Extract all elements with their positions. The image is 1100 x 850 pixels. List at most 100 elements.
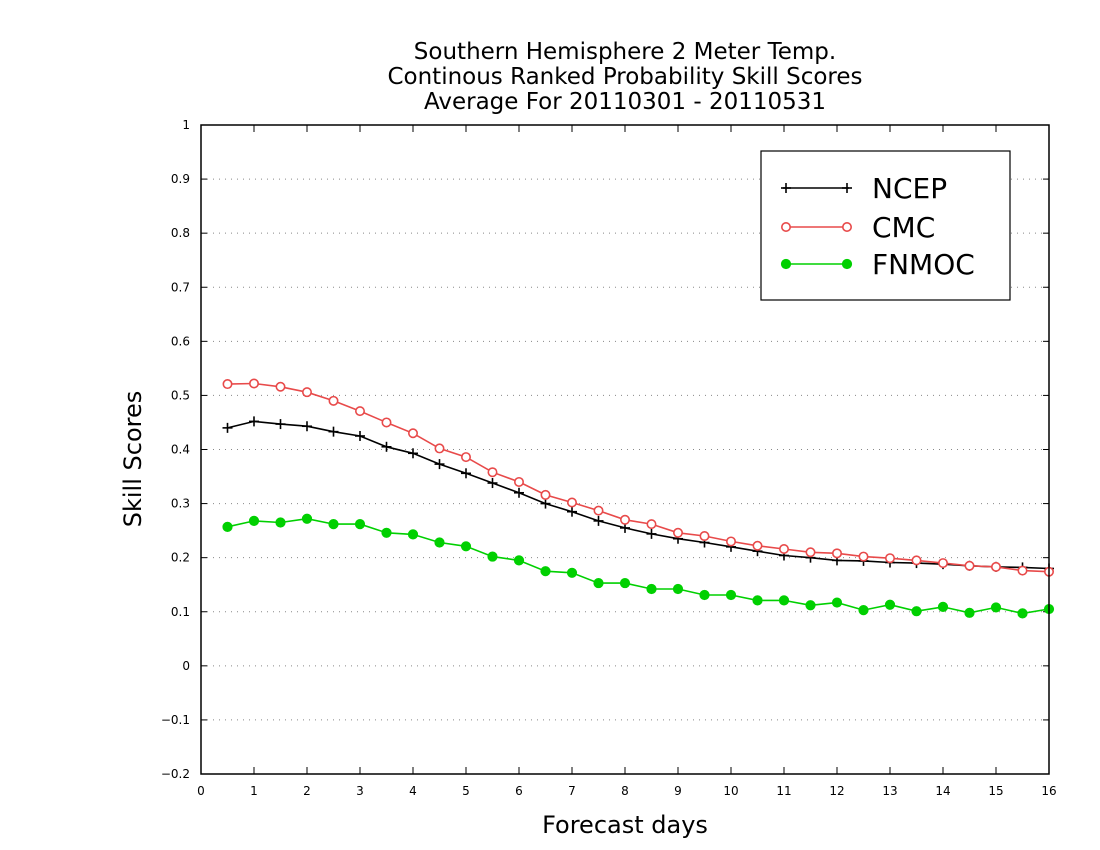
data-point-fnmoc: [566, 567, 578, 578]
data-point-fnmoc: [593, 577, 604, 589]
data-point-ncep: [408, 448, 418, 459]
x-tick-label: 11: [776, 784, 791, 798]
data-point-ncep: [249, 416, 259, 427]
data-point-fnmoc: [619, 577, 631, 589]
data-point-fnmoc: [407, 529, 419, 540]
legend-box: [760, 150, 1011, 301]
y-axis-label: Skill Scores: [119, 391, 147, 528]
legend-marker-right: [841, 222, 852, 233]
data-point-fnmoc: [752, 595, 763, 606]
data-point-fnmoc: [699, 589, 710, 601]
legend: NCEP CMC FNMOC: [760, 150, 1011, 301]
series-line-ncep: [227, 420, 1050, 570]
legend-marker-right: [842, 183, 852, 193]
y-axis-ticks: −0.2 −0.1 0 0.1 0.2 0.3 0.4 0.5 0.6 0.7 0.8 0.9 1: [161, 118, 1049, 781]
data-point-cmc: [911, 555, 922, 566]
x-tick-label: 3: [356, 784, 364, 798]
data-point-ncep: [328, 426, 339, 437]
data-point-fnmoc: [990, 602, 1002, 613]
y-tick-label: 1: [182, 118, 190, 132]
data-point-cmc: [328, 395, 339, 406]
chart-title-line-1: Southern Hemisphere 2 Meter Temp.: [414, 39, 836, 65]
data-point-cmc: [1017, 565, 1028, 576]
data-point-fnmoc: [275, 517, 286, 528]
data-point-cmc: [884, 553, 895, 564]
data-point-fnmoc: [937, 601, 949, 612]
legend-items: NCEP CMC FNMOC: [780, 172, 975, 281]
legend-marker-left: [780, 222, 791, 233]
x-tick-label: 13: [882, 784, 897, 798]
data-point-cmc: [301, 387, 312, 398]
data-point-ncep: [381, 441, 392, 452]
y-tick-label: −0.1: [161, 713, 190, 727]
series-line-fnmoc: [227, 517, 1050, 615]
data-point-ncep: [222, 422, 233, 433]
data-point-cmc: [249, 378, 260, 389]
y-tick-label: 0: [182, 659, 190, 673]
data-point-fnmoc: [858, 605, 869, 616]
data-point-cmc: [381, 417, 392, 428]
data-point-cmc: [858, 551, 869, 562]
data-point-fnmoc: [354, 519, 366, 530]
data-point-fnmoc: [460, 541, 472, 552]
y-tick-label: 0.1: [171, 605, 190, 619]
data-point-cmc: [725, 536, 736, 547]
data-point-fnmoc: [301, 513, 313, 524]
legend-label-cmc: CMC: [872, 211, 935, 244]
data-point-cmc: [354, 406, 365, 417]
data-point-fnmoc: [1017, 608, 1028, 619]
y-tick-label: 0.7: [171, 280, 190, 294]
legend-item-cmc: CMC: [780, 211, 935, 244]
data-point-ncep: [514, 487, 524, 498]
x-tick-label: 4: [409, 784, 417, 798]
data-point-cmc: [434, 443, 445, 454]
data-point-cmc: [593, 505, 604, 516]
data-point-fnmoc: [964, 607, 975, 618]
data-point-cmc: [513, 476, 524, 487]
y-tick-label: 0.6: [171, 334, 190, 348]
y-tick-label: 0.9: [171, 172, 190, 186]
x-tick-label: 0: [197, 784, 205, 798]
series-line-cmc: [227, 382, 1050, 573]
data-point-cmc: [990, 561, 1001, 572]
x-tick-label: 15: [988, 784, 1003, 798]
legend-marker-left: [781, 183, 791, 193]
x-tick-label: 6: [515, 784, 523, 798]
legend-marker-right: [841, 258, 853, 270]
data-point-fnmoc: [831, 597, 843, 608]
data-point-ncep: [540, 498, 551, 509]
y-tick-label: 0.3: [171, 497, 190, 511]
data-point-cmc: [566, 497, 577, 508]
data-point-cmc: [752, 540, 763, 551]
data-point-ncep: [593, 515, 604, 526]
x-tick-label: 10: [723, 784, 738, 798]
data-point-ncep: [646, 528, 657, 539]
data-point-ncep: [355, 430, 365, 441]
data-point-fnmoc: [884, 599, 896, 610]
x-axis-label: Forecast days: [542, 811, 708, 839]
data-point-cmc: [275, 381, 286, 392]
y-tick-label: −0.2: [161, 767, 190, 781]
chart-title-line-2: Continous Ranked Probability Skill Score…: [387, 64, 862, 90]
data-point-fnmoc: [778, 595, 790, 606]
y-tick-label: 0.2: [171, 551, 190, 565]
data-point-cmc: [937, 558, 948, 569]
data-point-ncep: [275, 419, 286, 430]
data-point-fnmoc: [805, 600, 816, 611]
data-point-cmc: [778, 544, 789, 555]
y-tick-label: 0.5: [171, 388, 190, 402]
chart-title: Southern Hemisphere 2 Meter Temp. Contin…: [387, 39, 862, 115]
data-point-cmc: [646, 519, 657, 530]
data-point-ncep: [567, 506, 577, 517]
x-tick-label: 9: [674, 784, 682, 798]
x-tick-label: 16: [1041, 784, 1056, 798]
data-point-fnmoc: [672, 583, 684, 595]
data-point-ncep: [434, 459, 445, 470]
series-layer: [222, 378, 1055, 619]
legend-marker-left: [780, 258, 792, 270]
data-point-fnmoc: [646, 583, 657, 595]
x-tick-label: 2: [303, 784, 311, 798]
data-point-fnmoc: [513, 555, 525, 566]
legend-item-ncep: NCEP: [781, 172, 947, 205]
